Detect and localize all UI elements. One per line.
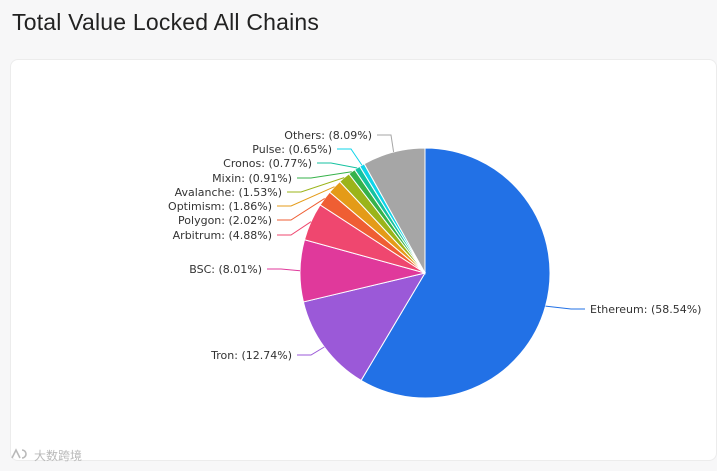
slice-label-avalanche: Avalanche: (1.53%) xyxy=(175,186,282,199)
slice-label-ethereum: Ethereum: (58.54%) xyxy=(590,303,701,316)
leader-line-polygon xyxy=(277,197,325,221)
pie-slice-tron[interactable] xyxy=(302,272,427,382)
leader-line-tron xyxy=(297,346,325,356)
watermark: 大数跨境 xyxy=(10,447,82,464)
leader-line-avalanche xyxy=(287,177,345,193)
slice-label-optimism: Optimism: (1.86%) xyxy=(168,200,272,213)
pie-labels: Ethereum: (58.54%) Tron: (12.74%) BSC: (8.… xyxy=(168,129,701,362)
pie-leader-lines xyxy=(267,134,585,356)
leader-line-arbitrum xyxy=(277,221,312,236)
leader-line-optimism xyxy=(277,186,335,207)
slice-label-arbitrum: Arbitrum: (4.88%) xyxy=(173,229,272,242)
pie-slices xyxy=(299,147,551,399)
leader-line-others xyxy=(377,134,395,153)
slice-label-mixin: Mixin: (0.91%) xyxy=(212,172,292,185)
slice-label-pulse: Pulse: (0.65%) xyxy=(252,143,332,156)
logo-mark-icon xyxy=(10,448,30,463)
watermark-text: 大数跨境 xyxy=(34,449,83,463)
leader-line-pulse xyxy=(337,148,363,166)
leader-line-bsc xyxy=(267,268,301,272)
leader-line-mixin xyxy=(297,171,352,179)
chart-card: Ethereum: (58.54%) Tron: (12.74%) BSC: (8.… xyxy=(10,59,717,461)
leader-line-cronos xyxy=(317,162,358,169)
leader-line-ethereum xyxy=(545,305,585,310)
slice-label-others: Others: (8.09%) xyxy=(284,129,372,142)
slice-label-bsc: BSC: (8.01%) xyxy=(189,263,262,276)
pie-slice-others[interactable] xyxy=(363,147,426,275)
pie-chart: Ethereum: (58.54%) Tron: (12.74%) BSC: (8.… xyxy=(168,129,701,399)
slice-label-tron: Tron: (12.74%) xyxy=(210,349,292,362)
slice-label-polygon: Polygon: (2.02%) xyxy=(178,214,272,227)
page-title: Total Value Locked All Chains xyxy=(12,9,320,35)
slice-label-cronos: Cronos: (0.77%) xyxy=(223,157,312,170)
